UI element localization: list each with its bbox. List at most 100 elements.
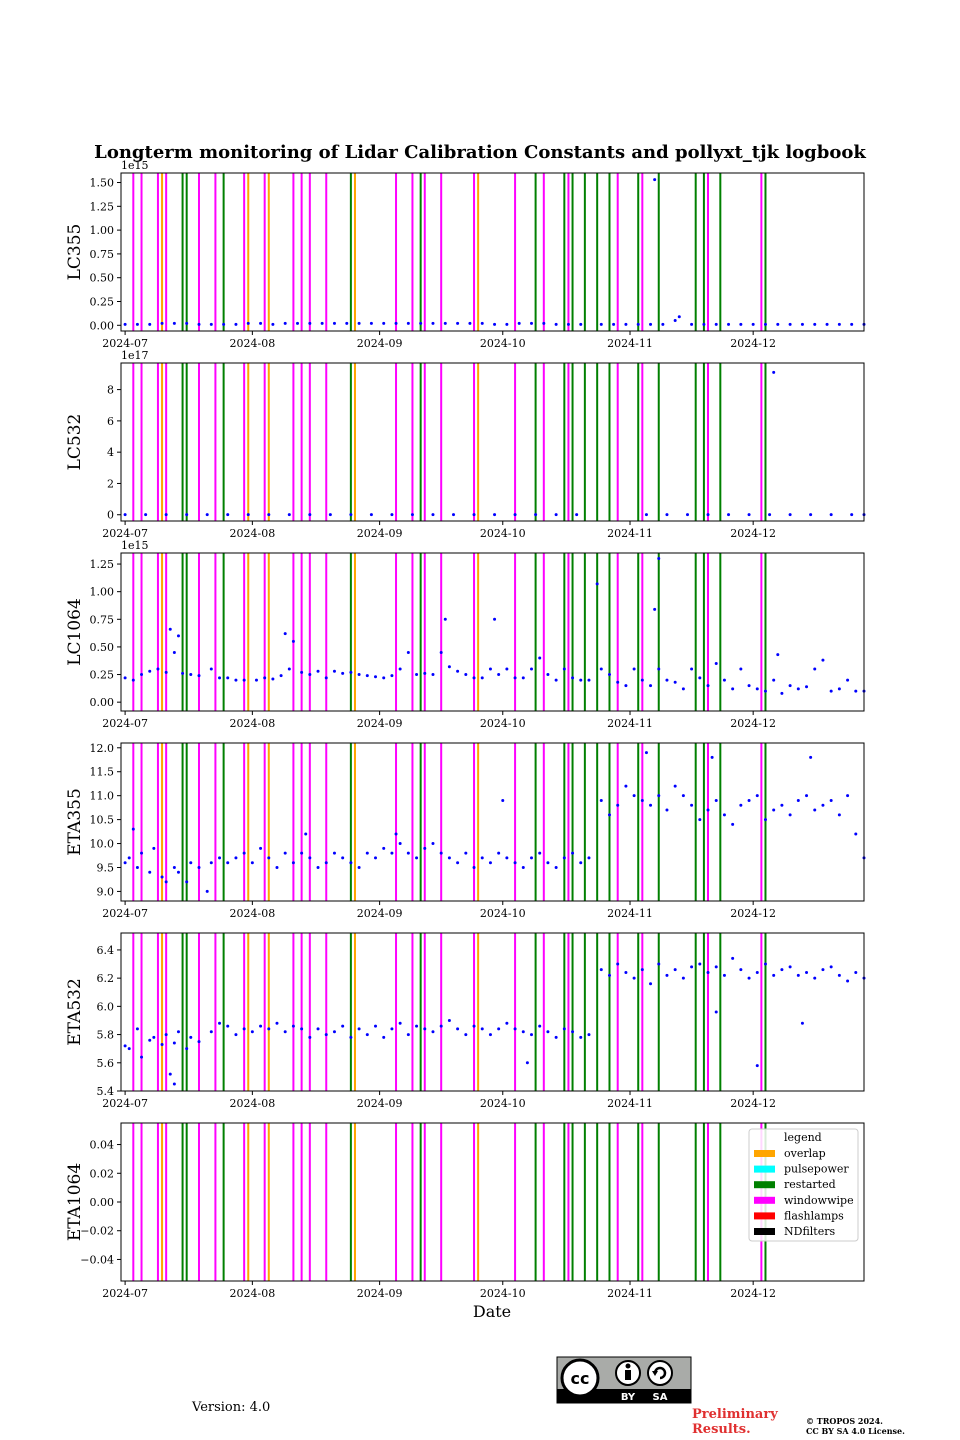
x-tick-label: 2024-10 [480,717,526,730]
axes-frame [120,742,865,902]
copyright-line-2: CC BY SA 4.0 License. [806,1426,905,1436]
data-point [123,322,127,326]
y-exponent-label: 1e15 [121,539,149,552]
x-tick-label: 2024-12 [730,1097,776,1110]
data-point [431,673,435,677]
x-tick-label: 2024-10 [480,1287,526,1300]
y-tick-label: 8 [107,384,114,397]
y-tick-label: 0.04 [90,1139,115,1152]
panels: 0.00 0.25 0.50 0.75 1.00 1.25 1.50 2024-07 2024-… [65,159,866,1300]
data-point [291,639,295,643]
data-point [517,321,521,325]
data-point [722,678,726,682]
data-point [263,676,267,680]
preliminary-line-2: Results. [692,1422,751,1437]
data-point [267,1027,271,1031]
data-point [259,846,263,850]
data-point [690,965,694,969]
data-point [226,513,230,517]
data-point [209,322,213,326]
data-point [452,513,456,517]
by-icon [615,1360,641,1386]
data-point [649,684,653,688]
data-point [390,513,394,517]
data-point [308,856,312,860]
data-point [156,667,160,671]
y-axis-label: LC1064 [65,598,85,666]
data-point [308,321,312,325]
x-tick-label: 2024-09 [357,527,403,540]
data-point [534,513,538,517]
legend-entry: overlap [784,1147,826,1160]
data-point [472,865,476,869]
data-point [599,798,603,802]
data-point [805,685,809,689]
data-point [624,684,628,688]
data-point [439,851,443,855]
x-tick-label: 2024-09 [357,337,403,350]
preliminary-line-1: Preliminary [692,1407,778,1422]
y-tick-label: 12.0 [90,742,115,755]
y-tick-label: 0.02 [90,1167,115,1180]
axes-frame [120,932,865,1092]
data-point [837,973,841,977]
x-tick-label: 2024-07 [102,337,148,350]
data-point [829,798,833,802]
data-point [706,684,710,688]
cc-by-label: BY [621,1392,636,1403]
data-point [456,1027,460,1031]
y-tick-label: 1.50 [90,177,115,190]
data-point [854,689,858,693]
x-tick-label: 2024-12 [730,717,776,730]
data-point [727,322,731,326]
data-point [747,513,751,517]
data-point [324,861,328,865]
data-point [624,322,628,326]
data-point [328,513,332,517]
data-point [398,1021,402,1025]
copyright-line-1: © TROPOS 2024. [806,1416,883,1426]
data-point [776,322,780,326]
data-point [821,658,825,662]
data-point [279,674,283,678]
version-label: Version: 4.0 [191,1400,270,1415]
x-tick-label: 2024-08 [229,527,275,540]
legend-title: legend [784,1131,822,1144]
data-point [172,1082,176,1086]
data-point [607,673,611,677]
data-point [123,676,127,680]
data-point [415,673,419,677]
data-point [632,667,636,671]
data-point [788,684,792,688]
data-point [690,803,694,807]
data-point [554,513,558,517]
data-point [665,678,669,682]
y-tick-label: 1.00 [90,586,115,599]
data-point [747,976,751,980]
data-point [571,851,575,855]
data-point [488,1033,492,1037]
data-point [698,962,702,966]
axes-frame [120,362,865,522]
data-point [607,973,611,977]
data-point [181,671,185,675]
data-point [172,650,176,654]
legend-swatch [754,1165,775,1173]
data-point [300,851,304,855]
data-point [357,865,361,869]
data-point [521,1030,525,1034]
data-point [431,842,435,846]
data-point [456,669,460,673]
data-point [698,676,702,680]
data-point [218,676,222,680]
data-point [324,676,328,680]
data-point [197,322,201,326]
data-point [135,865,139,869]
x-tick-label: 2024-12 [730,337,776,350]
data-point [546,673,550,677]
data-point [706,513,710,517]
y-exponent-label: 1e15 [121,159,149,172]
data-point [365,1033,369,1037]
data-point [854,832,858,836]
data-point [365,674,369,678]
